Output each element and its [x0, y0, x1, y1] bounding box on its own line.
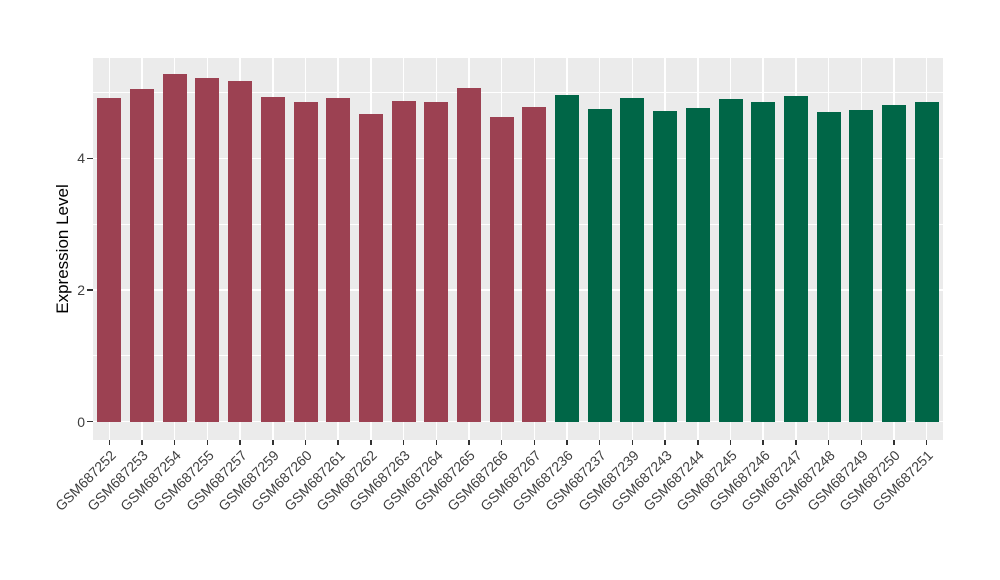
gridline-major-y4: [93, 157, 943, 160]
x-axis-tick-mark-GSM687266: [500, 440, 503, 445]
gridline-minor-y1: [93, 355, 943, 357]
bar-GSM687260: [293, 101, 318, 422]
bar-GSM687266: [489, 117, 514, 422]
x-axis-tick-mark-GSM687250: [893, 440, 895, 445]
y-axis-tick-label-4: 4: [77, 150, 85, 167]
x-axis-tick-mark-GSM687265: [468, 440, 470, 445]
x-axis-tick-mark-GSM687244: [697, 440, 699, 445]
x-axis-tick-mark-GSM687255: [206, 440, 209, 445]
x-axis-tick-mark-GSM687249: [860, 440, 863, 445]
y-axis-tick-label-0: 0: [77, 413, 85, 430]
y-axis-tick-label-2: 2: [77, 282, 85, 298]
x-axis-tick-mark-GSM687248: [827, 440, 830, 445]
x-axis-tick-mark-GSM687259: [272, 440, 274, 445]
bar-GSM687236: [555, 95, 580, 422]
x-axis-tick-mark-GSM687236: [566, 440, 568, 445]
x-axis-tick-mark-GSM687243: [664, 440, 666, 445]
x-axis-tick-mark-GSM687246: [762, 440, 764, 445]
plot-panel: [93, 58, 943, 440]
y-axis-tick-mark-0: [87, 420, 93, 423]
x-axis-tick-mark-GSM687245: [729, 440, 732, 445]
bar-GSM687243: [653, 110, 678, 422]
bar-GSM687237: [587, 108, 612, 422]
bar-GSM687261: [326, 97, 351, 422]
x-axis-tick-mark-GSM687237: [598, 440, 601, 445]
bar-GSM687265: [456, 87, 481, 422]
bar-GSM687246: [751, 101, 776, 422]
x-axis-tick-mark-GSM687257: [239, 440, 241, 445]
bar-GSM687259: [260, 97, 285, 422]
bar-GSM687248: [816, 111, 841, 422]
bar-GSM687244: [685, 107, 710, 422]
bar-GSM687253: [130, 89, 155, 422]
bar-GSM687249: [849, 109, 874, 422]
bar-GSM687263: [391, 101, 416, 422]
gridline-minor-y5: [93, 91, 943, 93]
y-axis-tick-mark-2: [87, 289, 93, 291]
bar-GSM687245: [718, 99, 743, 422]
x-axis-tick-mark-GSM687252: [108, 440, 111, 445]
bar-GSM687250: [881, 104, 906, 422]
bar-GSM687257: [228, 80, 253, 422]
x-axis-tick-mark-GSM687261: [337, 440, 339, 445]
bar-GSM687264: [424, 101, 449, 422]
bar-GSM687252: [97, 97, 122, 422]
gridline-major-y0: [93, 420, 943, 423]
bar-GSM687255: [195, 77, 220, 422]
x-axis-tick-mark-GSM687264: [435, 440, 438, 445]
x-axis-tick-mark-GSM687263: [402, 440, 405, 445]
bar-GSM687239: [620, 98, 645, 422]
x-axis-tick-mark-GSM687254: [173, 440, 176, 445]
y-axis-tick-mark-4: [87, 157, 93, 160]
bar-GSM687247: [783, 96, 808, 422]
x-axis-tick-mark-GSM687251: [925, 440, 928, 445]
x-axis-tick-mark-GSM687267: [533, 440, 536, 445]
gridline-minor-y3: [93, 223, 943, 225]
x-axis-tick-mark-GSM687262: [370, 440, 372, 445]
bar-GSM687262: [358, 114, 383, 422]
x-axis-tick-mark-GSM687247: [795, 440, 797, 445]
gridline-major-y2: [93, 289, 943, 291]
bar-GSM687267: [522, 106, 547, 422]
bar-GSM687251: [914, 101, 939, 422]
x-axis-tick-mark-GSM687239: [631, 440, 634, 445]
x-axis-tick-mark-GSM687260: [304, 440, 307, 445]
x-axis-tick-mark-GSM687253: [141, 440, 143, 445]
bar-GSM687254: [162, 74, 187, 422]
